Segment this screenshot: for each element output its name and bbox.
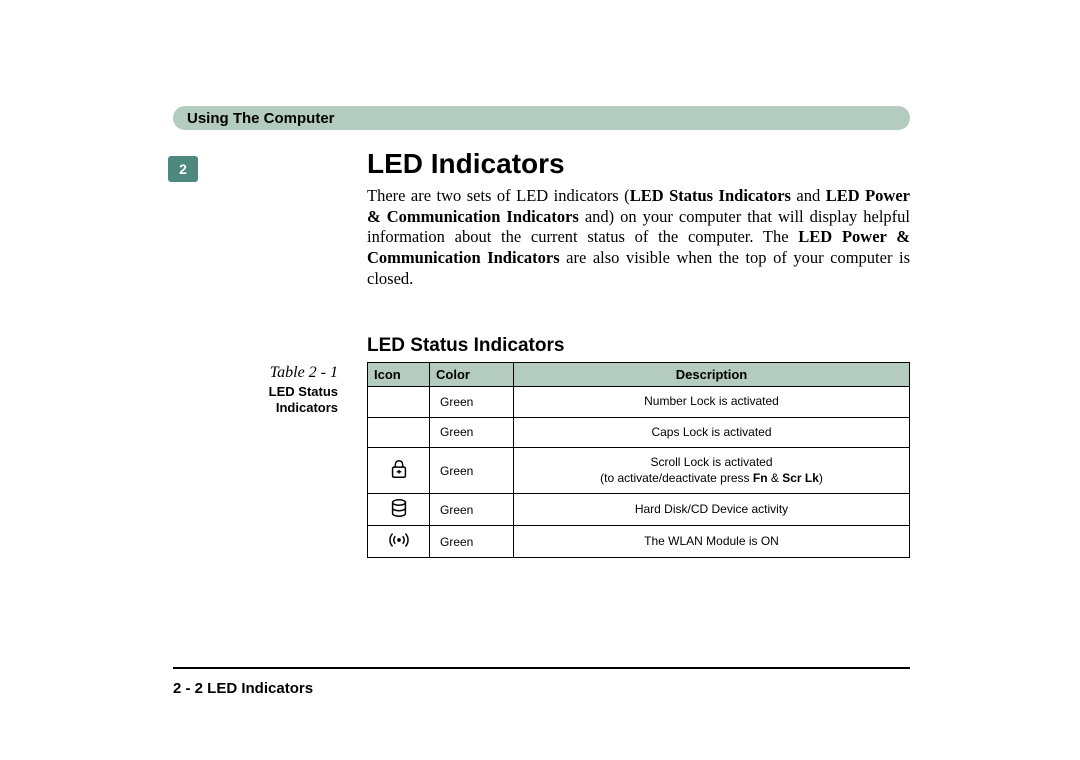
table-body: GreenNumber Lock is activatedGreenCaps L… xyxy=(368,387,910,558)
lock-icon xyxy=(388,458,410,480)
table-row: GreenThe WLAN Module is ON xyxy=(368,526,910,558)
col-header-icon: Icon xyxy=(368,363,430,387)
table-row: GreenCaps Lock is activated xyxy=(368,417,910,448)
section-header-bar: Using The Computer xyxy=(173,106,910,130)
col-header-desc: Description xyxy=(514,363,910,387)
section-header-title: Using The Computer xyxy=(187,110,335,127)
description-cell: Number Lock is activated xyxy=(514,387,910,418)
color-cell: Green xyxy=(430,494,514,526)
table-row: GreenScroll Lock is activated(to activat… xyxy=(368,448,910,494)
led-status-table: Icon Color Description GreenNumber Lock … xyxy=(367,362,910,558)
color-cell: Green xyxy=(430,387,514,418)
chapter-number-tab: 2 xyxy=(168,156,198,182)
disk-icon xyxy=(388,497,410,519)
description-cell: Caps Lock is activated xyxy=(514,417,910,448)
sub-heading: LED Status Indicators xyxy=(367,335,564,357)
icon-cell xyxy=(368,448,430,494)
chapter-number: 2 xyxy=(179,161,187,177)
table-caption-label: Table 2 - 1 xyxy=(253,364,338,382)
icon-cell xyxy=(368,526,430,558)
description-cell: The WLAN Module is ON xyxy=(514,526,910,558)
wireless-icon xyxy=(388,529,410,551)
description-cell: Hard Disk/CD Device activity xyxy=(514,494,910,526)
main-heading: LED Indicators xyxy=(367,148,565,180)
footer-rule xyxy=(173,667,910,669)
table-row: GreenNumber Lock is activated xyxy=(368,387,910,418)
icon-cell xyxy=(368,387,430,418)
table-caption-subtitle: LED Status Indicators xyxy=(253,384,338,417)
col-header-color: Color xyxy=(430,363,514,387)
page-footer: 2 - 2 LED Indicators xyxy=(173,680,313,697)
color-cell: Green xyxy=(430,417,514,448)
color-cell: Green xyxy=(430,448,514,494)
body-paragraph: There are two sets of LED indicators (LE… xyxy=(367,186,910,289)
description-cell: Scroll Lock is activated(to activate/dea… xyxy=(514,448,910,494)
icon-cell xyxy=(368,494,430,526)
table-header-row: Icon Color Description xyxy=(368,363,910,387)
color-cell: Green xyxy=(430,526,514,558)
icon-cell xyxy=(368,417,430,448)
table-row: GreenHard Disk/CD Device activity xyxy=(368,494,910,526)
